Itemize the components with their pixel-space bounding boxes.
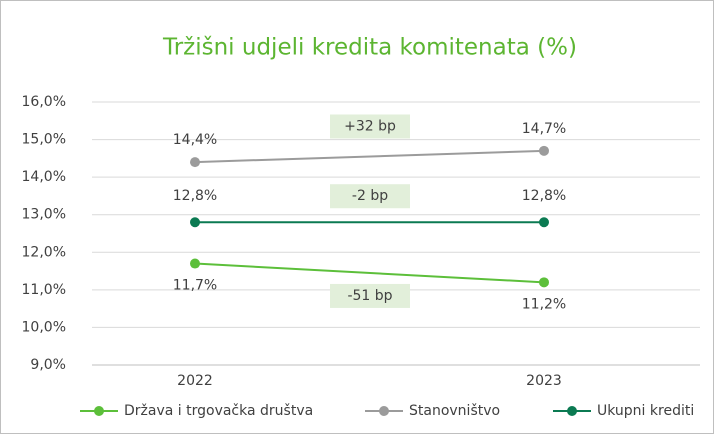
y-tick-label: 14,0% bbox=[22, 169, 66, 185]
point bbox=[190, 217, 200, 228]
value-label: 14,4% bbox=[173, 132, 217, 148]
annotation: -51 bp bbox=[347, 288, 392, 304]
x-tick-label: 2022 bbox=[177, 373, 213, 389]
value-label: 11,7% bbox=[173, 278, 217, 294]
y-tick-label: 15,0% bbox=[22, 132, 66, 148]
y-tick-label: 12,0% bbox=[22, 244, 66, 260]
legend-marker bbox=[567, 406, 577, 416]
annotation: +32 bp bbox=[344, 118, 396, 134]
point bbox=[539, 217, 549, 228]
legend-marker bbox=[94, 406, 104, 416]
annotation: -2 bp bbox=[352, 188, 388, 204]
annotation-box bbox=[330, 114, 410, 139]
value-label: 11,2% bbox=[522, 296, 566, 312]
y-tick-label: 11,0% bbox=[22, 282, 66, 298]
y-tick-label: 9,0% bbox=[30, 357, 66, 373]
legend-marker bbox=[379, 406, 389, 416]
chart-title: Tržišni udjeli kredita komitenata (%) bbox=[162, 35, 577, 61]
point bbox=[539, 145, 549, 156]
annotation-box bbox=[330, 184, 410, 209]
legend-label: Stanovništvo bbox=[409, 403, 500, 419]
value-label: 12,8% bbox=[173, 188, 217, 204]
point bbox=[190, 258, 200, 269]
y-tick-label: 13,0% bbox=[22, 207, 66, 223]
legend-label: Ukupni krediti bbox=[597, 403, 694, 419]
x-tick-label: 2023 bbox=[526, 373, 562, 389]
series-line bbox=[194, 149, 545, 164]
value-label: 12,8% bbox=[522, 188, 566, 204]
point bbox=[190, 157, 200, 168]
y-tick-label: 16,0% bbox=[22, 94, 66, 110]
series-line bbox=[194, 262, 545, 284]
legend-label: Država i trgovačka društva bbox=[124, 403, 313, 419]
annotation-box bbox=[330, 283, 410, 308]
y-tick-label: 10,0% bbox=[22, 319, 66, 335]
point bbox=[539, 277, 549, 288]
value-label: 14,7% bbox=[522, 121, 566, 137]
